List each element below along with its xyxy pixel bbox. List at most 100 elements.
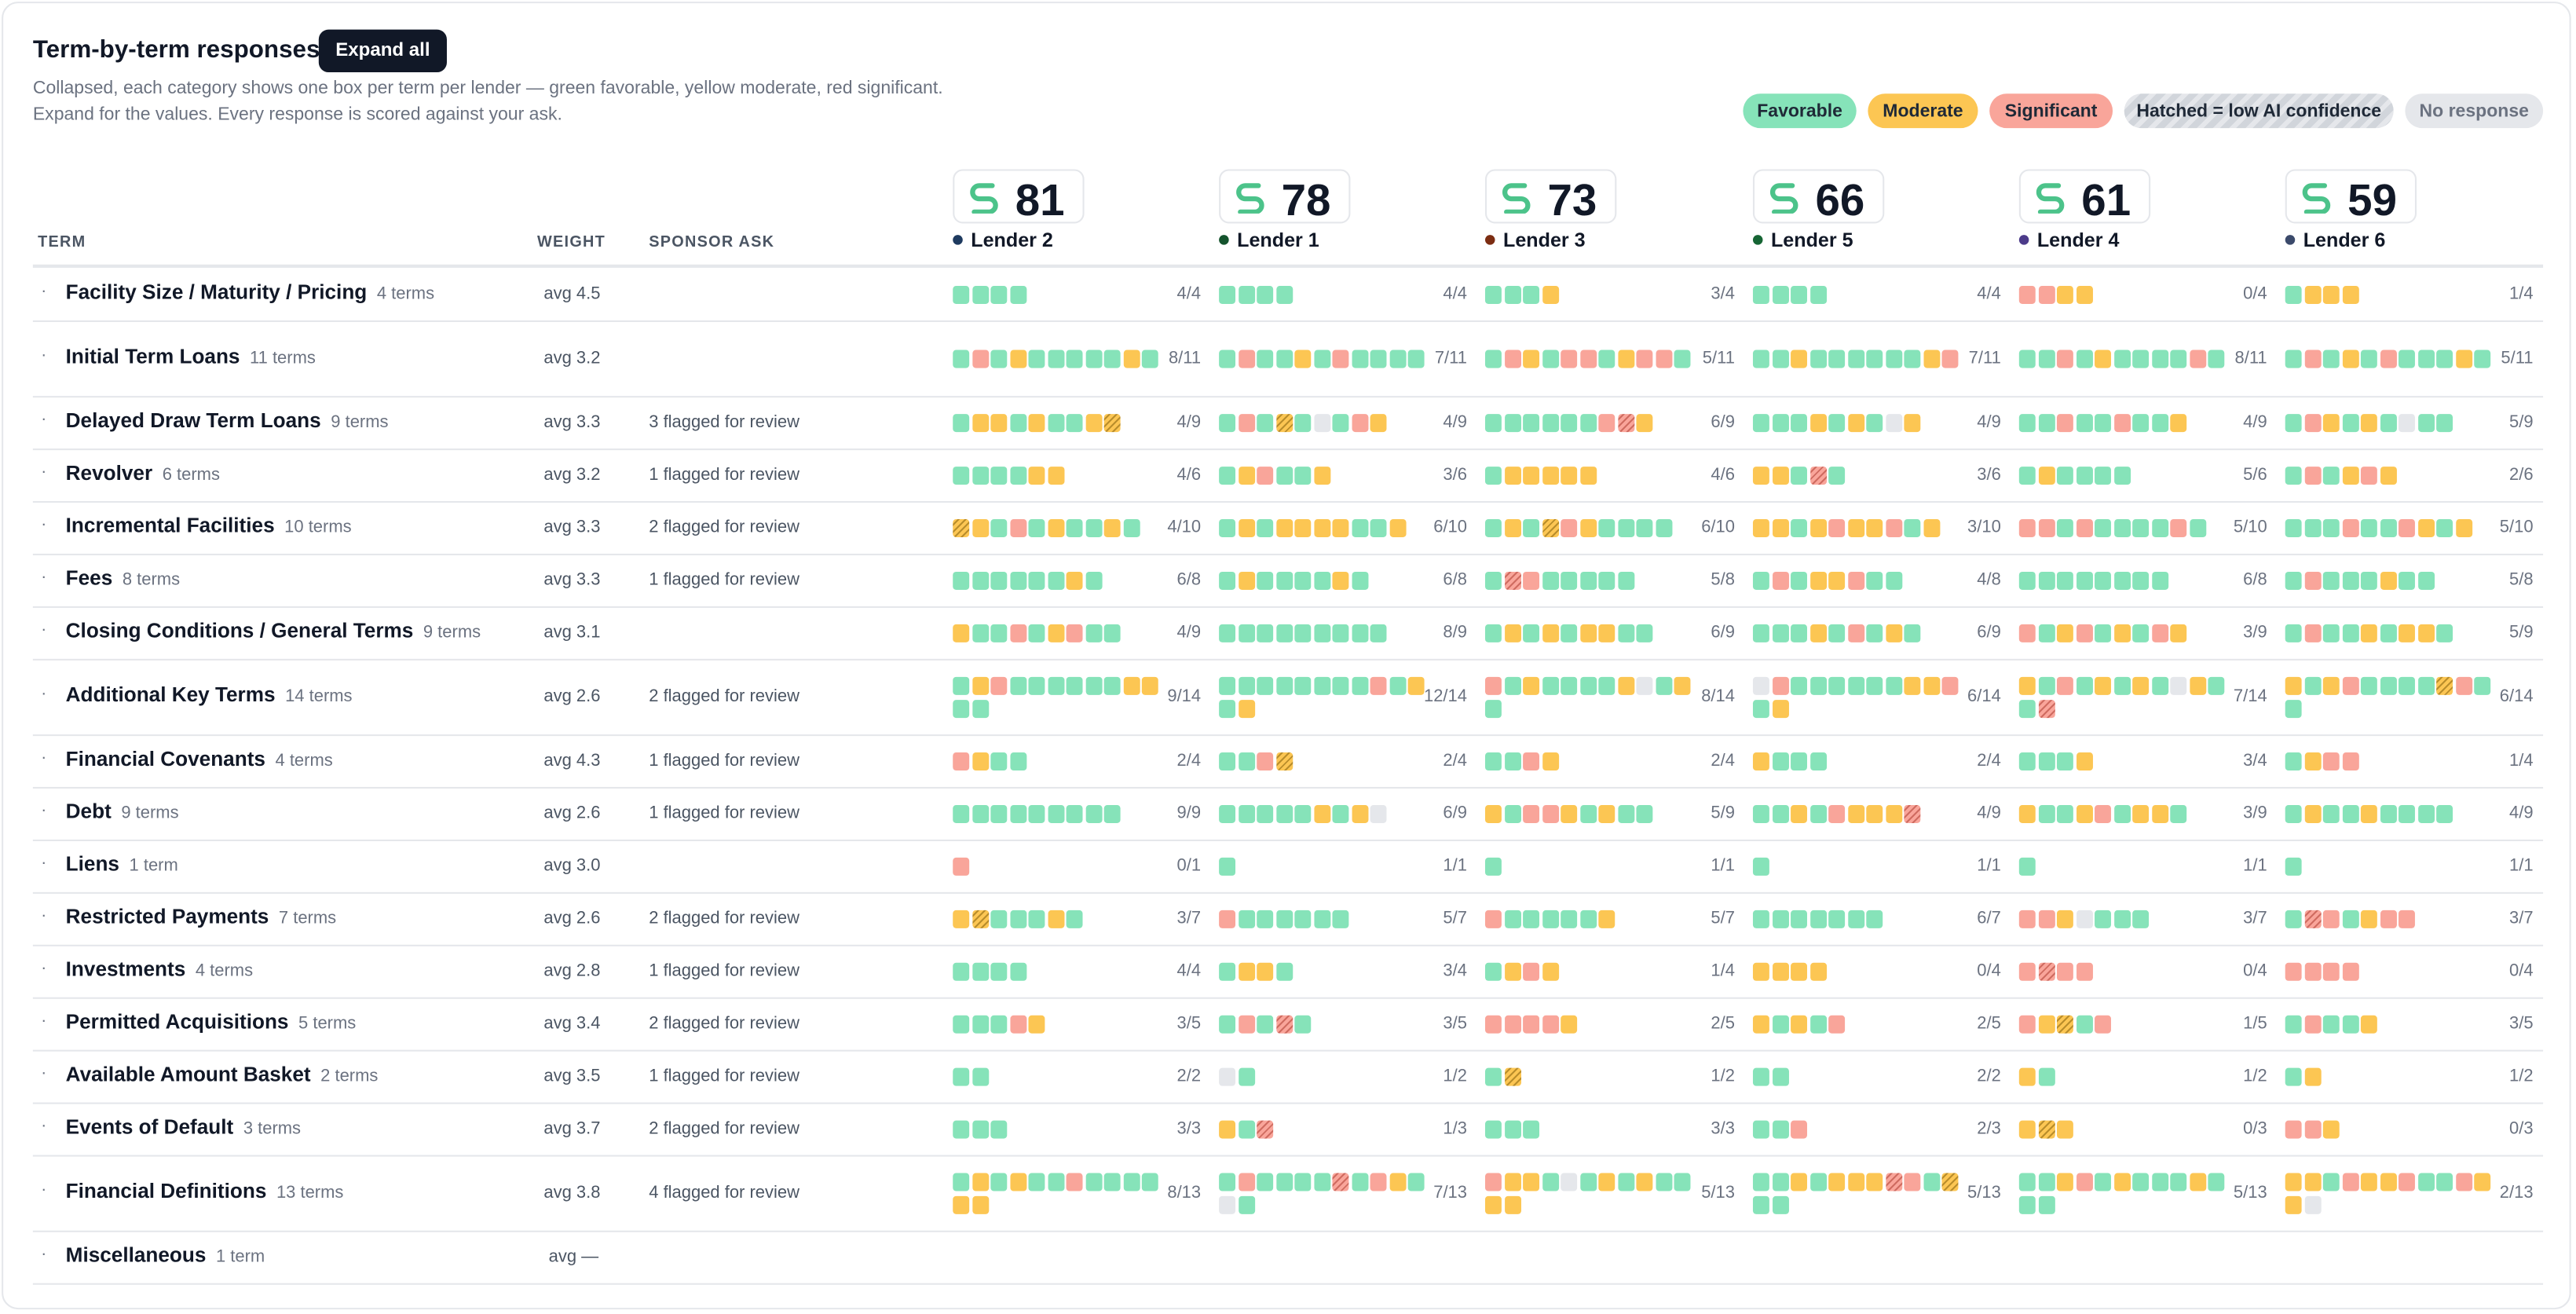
- term-box-moderate[interactable]: [1351, 803, 1368, 822]
- term-box-favorable[interactable]: [1542, 1172, 1559, 1191]
- term-box-favorable[interactable]: [2322, 623, 2340, 642]
- term-box-favorable[interactable]: [1561, 909, 1578, 928]
- term-box-moderate[interactable]: [1561, 1014, 1578, 1033]
- term-box-significant-hatched[interactable]: [1809, 466, 1827, 485]
- term-box-favorable[interactable]: [1752, 1067, 1769, 1085]
- term-box-favorable[interactable]: [1351, 623, 1368, 642]
- term-box-moderate[interactable]: [1238, 466, 1255, 485]
- term-box-favorable[interactable]: [990, 349, 1008, 368]
- term-box-significant[interactable]: [1009, 1014, 1026, 1033]
- term-box-favorable[interactable]: [1617, 623, 1634, 642]
- term-box-favorable[interactable]: [2341, 1014, 2358, 1033]
- term-box-favorable[interactable]: [1066, 803, 1083, 822]
- term-box-favorable[interactable]: [2037, 623, 2055, 642]
- term-box-moderate[interactable]: [990, 413, 1008, 432]
- term-box-significant[interactable]: [1009, 518, 1026, 536]
- term-box-significant[interactable]: [971, 349, 989, 368]
- term-box-favorable[interactable]: [1103, 803, 1121, 822]
- term-box-moderate[interactable]: [1484, 1195, 1502, 1213]
- term-box-favorable[interactable]: [1219, 413, 1236, 432]
- term-box-significant[interactable]: [1561, 349, 1578, 368]
- term-box-favorable[interactable]: [1122, 518, 1140, 536]
- term-box-moderate[interactable]: [1141, 675, 1158, 694]
- term-box-favorable[interactable]: [1219, 623, 1236, 642]
- term-box-favorable[interactable]: [1752, 1119, 1769, 1138]
- term-box-favorable[interactable]: [1047, 349, 1064, 368]
- term-box-favorable[interactable]: [1866, 413, 1883, 432]
- expand-chevron-icon[interactable]: ·: [41, 620, 47, 639]
- term-box-moderate[interactable]: [1752, 751, 1769, 770]
- term-box-favorable[interactable]: [1847, 909, 1864, 928]
- term-box-moderate[interactable]: [2285, 1195, 2302, 1213]
- term-box-favorable[interactable]: [2037, 1172, 2055, 1191]
- term-box-moderate[interactable]: [1542, 466, 1559, 485]
- term-box-favorable[interactable]: [2341, 803, 2358, 822]
- term-box-significant-hatched[interactable]: [2303, 909, 2321, 928]
- term-box-favorable[interactable]: [2056, 751, 2073, 770]
- term-box-favorable[interactable]: [1370, 623, 1387, 642]
- term-box-favorable[interactable]: [1219, 1172, 1236, 1191]
- term-box-favorable[interactable]: [1257, 518, 1274, 536]
- term-box-favorable[interactable]: [1904, 518, 1921, 536]
- term-box-favorable[interactable]: [2095, 518, 2111, 536]
- term-box-favorable[interactable]: [1047, 413, 1064, 432]
- term-box-favorable[interactable]: [1294, 413, 1312, 432]
- term-box-moderate[interactable]: [2095, 675, 2111, 694]
- term-box-favorable[interactable]: [990, 803, 1008, 822]
- term-box-moderate[interactable]: [1047, 909, 1064, 928]
- term-box-significant[interactable]: [2285, 961, 2302, 980]
- term-box-favorable[interactable]: [990, 1014, 1008, 1033]
- term-box-favorable[interactable]: [1009, 284, 1026, 303]
- term-box-favorable[interactable]: [1294, 570, 1312, 589]
- term-box-favorable[interactable]: [1772, 1067, 1788, 1085]
- term-box-favorable[interactable]: [1579, 803, 1597, 822]
- term-box-favorable[interactable]: [2018, 413, 2036, 432]
- term-box-favorable[interactable]: [1598, 518, 1615, 536]
- expand-all-button[interactable]: Expand all: [318, 29, 447, 73]
- term-box-significant[interactable]: [1523, 751, 1540, 770]
- term-box-moderate[interactable]: [2399, 623, 2415, 642]
- term-box-favorable[interactable]: [1257, 1172, 1274, 1191]
- term-box-significant-hatched[interactable]: [1617, 413, 1634, 432]
- term-box-favorable[interactable]: [1238, 803, 1255, 822]
- term-box-moderate-hatched[interactable]: [1103, 413, 1121, 432]
- term-box-favorable[interactable]: [2132, 1172, 2150, 1191]
- term-box-favorable[interactable]: [1009, 570, 1026, 589]
- term-box-favorable[interactable]: [2399, 675, 2415, 694]
- term-box-favorable[interactable]: [1791, 284, 1807, 303]
- term-box-significant[interactable]: [2303, 466, 2321, 485]
- term-box-favorable[interactable]: [971, 1014, 989, 1033]
- term-box-significant[interactable]: [2056, 675, 2073, 694]
- term-box-favorable[interactable]: [1066, 518, 1083, 536]
- term-box-favorable[interactable]: [1791, 623, 1807, 642]
- term-box-moderate[interactable]: [2322, 413, 2340, 432]
- term-box-significant[interactable]: [2018, 961, 2036, 980]
- term-box-moderate[interactable]: [1809, 623, 1827, 642]
- lender-name[interactable]: Lender 5: [1752, 229, 1853, 251]
- term-box-moderate-hatched[interactable]: [1542, 518, 1559, 536]
- term-box-moderate[interactable]: [1238, 518, 1255, 536]
- term-box-favorable[interactable]: [2322, 1172, 2340, 1191]
- term-box-favorable[interactable]: [1579, 675, 1597, 694]
- term-box-favorable[interactable]: [2208, 675, 2225, 694]
- term-box-moderate[interactable]: [1598, 803, 1615, 822]
- term-box-favorable[interactable]: [2018, 699, 2036, 718]
- term-box-favorable[interactable]: [1791, 909, 1807, 928]
- term-box-favorable[interactable]: [953, 961, 970, 980]
- expand-chevron-icon[interactable]: ·: [41, 282, 47, 301]
- term-box-significant[interactable]: [1791, 1119, 1807, 1138]
- term-box-moderate[interactable]: [1122, 349, 1140, 368]
- term-box-significant[interactable]: [2322, 751, 2340, 770]
- term-box-significant[interactable]: [2360, 466, 2377, 485]
- term-box-significant[interactable]: [2056, 961, 2073, 980]
- category-row[interactable]: [32, 840, 2544, 894]
- term-box-favorable[interactable]: [1828, 349, 1846, 368]
- term-box-favorable[interactable]: [1047, 675, 1064, 694]
- term-box-favorable[interactable]: [1028, 518, 1045, 536]
- term-box-significant[interactable]: [2303, 570, 2321, 589]
- term-box-favorable[interactable]: [1219, 961, 1236, 980]
- term-box-favorable[interactable]: [2285, 1067, 2302, 1085]
- term-box-favorable[interactable]: [1866, 570, 1883, 589]
- expand-chevron-icon[interactable]: ·: [41, 463, 47, 481]
- term-box-favorable[interactable]: [2151, 1172, 2168, 1191]
